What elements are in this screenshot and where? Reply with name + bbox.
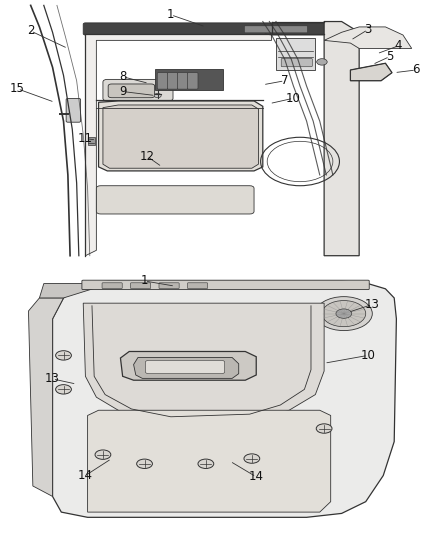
Text: 13: 13 — [365, 298, 380, 311]
FancyBboxPatch shape — [103, 79, 173, 101]
Text: 3: 3 — [364, 23, 371, 36]
Polygon shape — [103, 105, 258, 168]
Polygon shape — [350, 63, 392, 80]
Circle shape — [137, 459, 152, 469]
FancyBboxPatch shape — [96, 185, 254, 214]
FancyBboxPatch shape — [83, 23, 342, 35]
Polygon shape — [53, 281, 396, 518]
FancyBboxPatch shape — [102, 283, 122, 288]
FancyBboxPatch shape — [177, 72, 188, 89]
Bar — [88, 138, 95, 146]
Text: 14: 14 — [78, 469, 93, 482]
Text: 9: 9 — [119, 85, 127, 98]
FancyBboxPatch shape — [159, 283, 179, 288]
FancyBboxPatch shape — [157, 72, 168, 89]
Circle shape — [315, 297, 372, 330]
Bar — [276, 38, 315, 70]
Text: 6: 6 — [412, 63, 420, 76]
Polygon shape — [88, 410, 331, 512]
FancyBboxPatch shape — [108, 84, 155, 98]
Polygon shape — [85, 34, 272, 256]
Text: 4: 4 — [395, 39, 403, 52]
Polygon shape — [83, 303, 324, 423]
FancyBboxPatch shape — [82, 280, 369, 289]
Polygon shape — [134, 358, 239, 378]
Polygon shape — [99, 101, 263, 171]
FancyBboxPatch shape — [131, 283, 151, 288]
Text: 14: 14 — [249, 470, 264, 483]
FancyBboxPatch shape — [145, 360, 225, 374]
Text: 1: 1 — [141, 274, 148, 287]
Text: 7: 7 — [281, 74, 289, 87]
Circle shape — [95, 450, 111, 459]
Circle shape — [198, 459, 214, 469]
Text: 2: 2 — [27, 25, 35, 37]
Circle shape — [336, 309, 352, 318]
Polygon shape — [324, 21, 359, 256]
Text: 8: 8 — [119, 70, 126, 83]
Text: 11: 11 — [78, 132, 93, 145]
Circle shape — [322, 301, 366, 327]
Text: 10: 10 — [360, 349, 375, 362]
FancyBboxPatch shape — [187, 283, 208, 288]
FancyBboxPatch shape — [244, 26, 307, 33]
Text: 5: 5 — [386, 50, 393, 63]
Bar — [155, 69, 223, 90]
Circle shape — [56, 351, 71, 360]
Circle shape — [317, 59, 327, 65]
Circle shape — [316, 424, 332, 433]
FancyBboxPatch shape — [66, 99, 81, 122]
Text: 1: 1 — [167, 9, 175, 21]
Polygon shape — [120, 351, 256, 380]
Circle shape — [154, 93, 161, 98]
FancyBboxPatch shape — [187, 72, 198, 89]
Polygon shape — [324, 27, 412, 49]
Text: 10: 10 — [286, 92, 301, 105]
FancyBboxPatch shape — [167, 72, 178, 89]
FancyBboxPatch shape — [281, 59, 312, 67]
Circle shape — [244, 454, 260, 463]
Polygon shape — [39, 281, 110, 298]
Text: 15: 15 — [10, 82, 25, 95]
Text: 12: 12 — [139, 150, 154, 163]
Text: 13: 13 — [45, 373, 60, 385]
Polygon shape — [28, 298, 64, 496]
Circle shape — [56, 385, 71, 394]
